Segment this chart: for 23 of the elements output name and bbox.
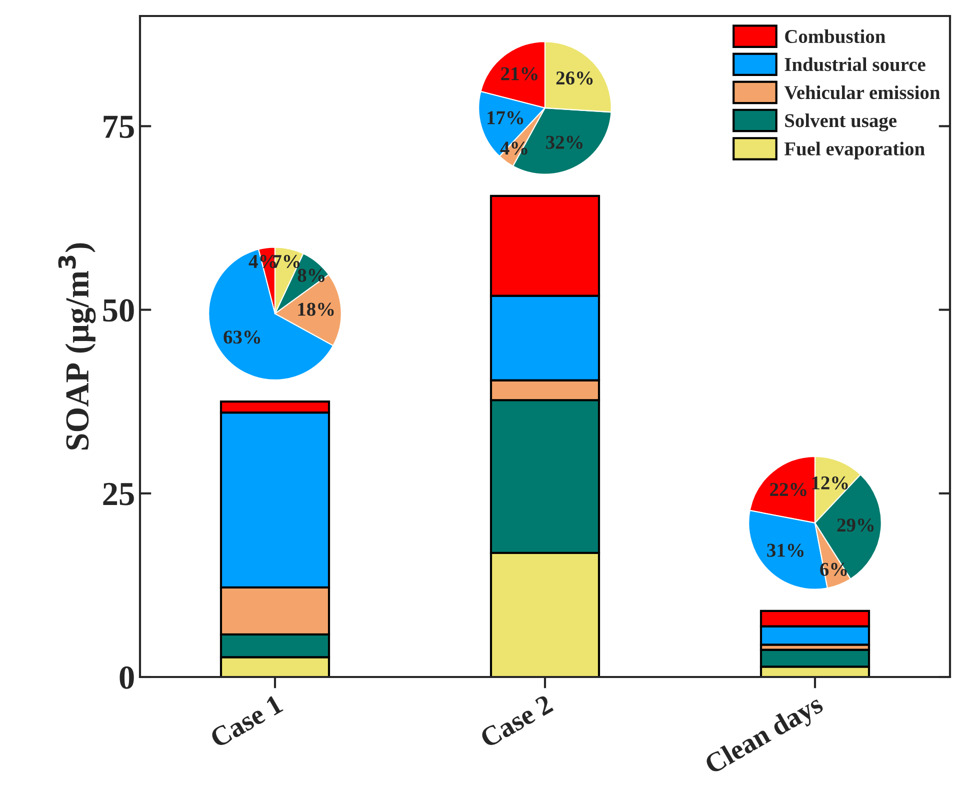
data-label: 26% [556, 72, 593, 85]
data-label: 21% [501, 67, 538, 80]
y-tick-label: 50 [103, 299, 134, 322]
legend-label: Vehicular emission [784, 85, 940, 100]
y-tick-label: 25 [103, 482, 134, 506]
data-label: 31% [767, 544, 804, 557]
legend-label: Fuel evaporation [784, 142, 925, 160]
data-label: 32% [546, 136, 582, 149]
data-label: 63% [224, 330, 260, 344]
data-label: 17% [488, 111, 524, 124]
data-label: 18% [298, 302, 334, 316]
legend-label: Solvent usage [785, 114, 897, 132]
y-tick-label: 0 [120, 666, 134, 689]
x-tick-label: Case 1 [209, 694, 284, 748]
legend-label: Industrial source [784, 57, 926, 72]
data-label: 8% [298, 268, 324, 282]
y-axis-title: SOAP (μg/m$^{3}$) [58, 243, 96, 450]
data-label: 22% [770, 482, 806, 496]
legend-label: Combustion [785, 29, 886, 44]
y-tick-label: 75 [104, 116, 134, 138]
x-tick-label: Clean days [703, 693, 828, 780]
data-label: 29% [837, 518, 874, 532]
x-tick-label: Case 2 [479, 694, 554, 748]
